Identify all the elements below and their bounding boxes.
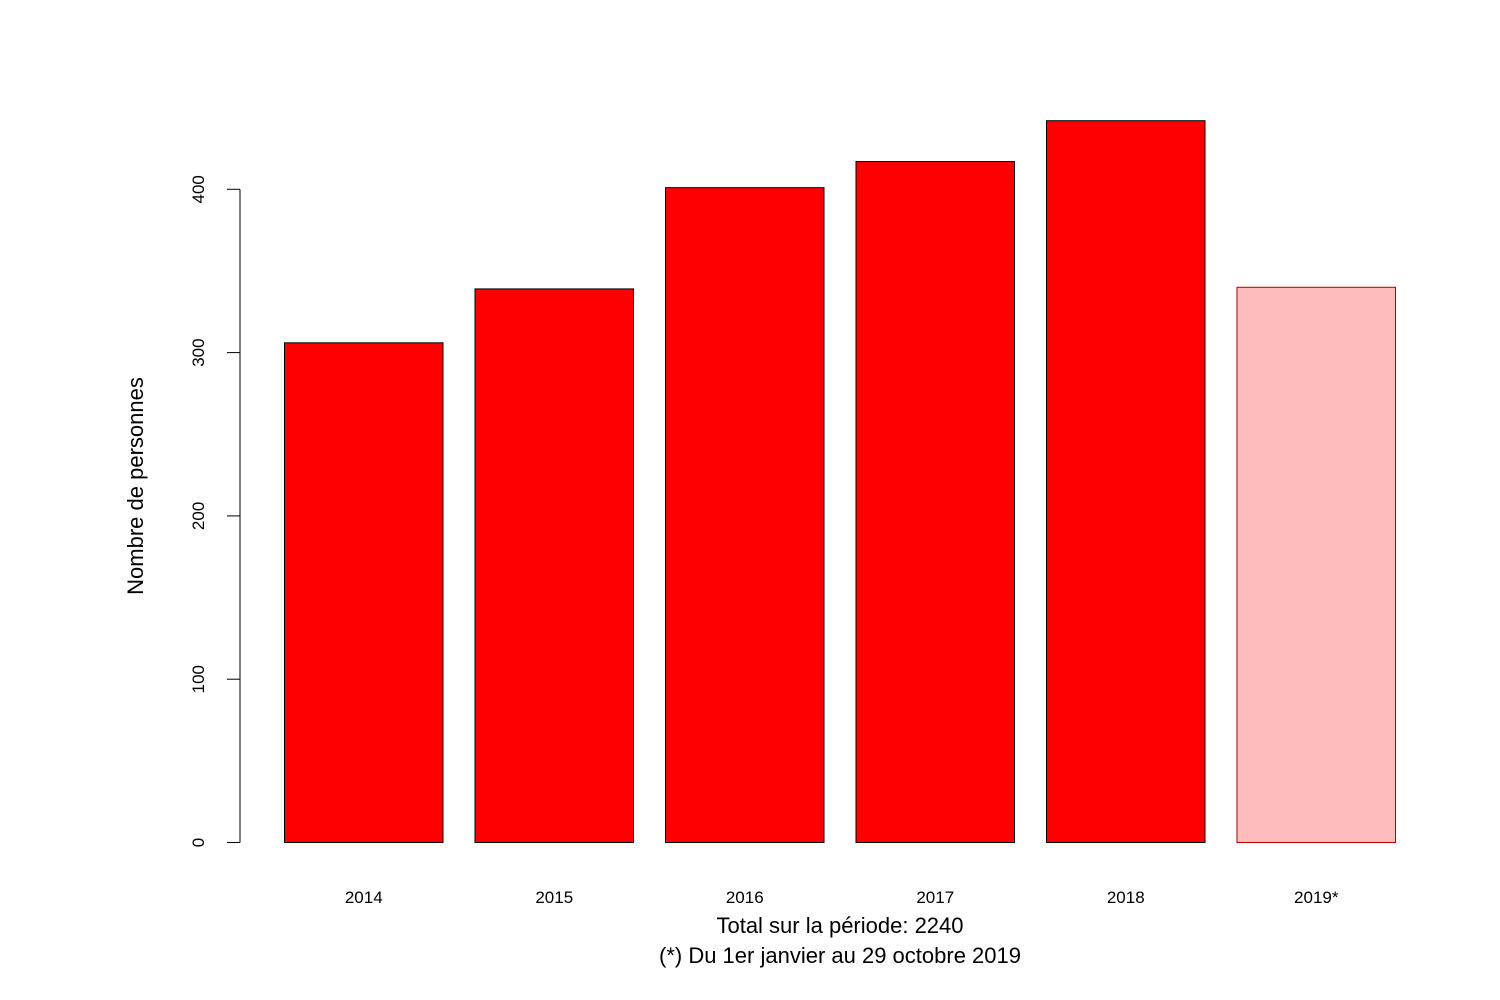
y-tick-label: 200: [189, 502, 208, 530]
bar-2019: [1236, 286, 1396, 843]
bar-2015: [474, 288, 634, 843]
x-tick-label: 2015: [535, 888, 573, 907]
y-tick-label: 400: [189, 175, 208, 203]
x-tick-labels: 2014 2015 2016 2017 2018 2019*: [345, 888, 1339, 907]
bars: [284, 120, 1396, 844]
x-tick-label: 2017: [916, 888, 954, 907]
x-tick-label: 2018: [1107, 888, 1145, 907]
y-tick-label: 100: [189, 665, 208, 693]
x-axis-title: Total sur la période: 2240: [716, 913, 963, 938]
y-tick-label: 300: [189, 338, 208, 366]
y-axis-title: Nombre de personnes: [123, 377, 148, 595]
x-tick-label: 2016: [726, 888, 764, 907]
y-tick-label: 0: [189, 838, 208, 847]
y-axis: 0 100 200 300 400: [189, 175, 241, 847]
x-tick-label: 2014: [345, 888, 383, 907]
footnote: (*) Du 1er janvier au 29 octobre 2019: [659, 943, 1021, 968]
bar-2017: [855, 161, 1015, 843]
x-tick-label: 2019*: [1294, 888, 1339, 907]
bar-2014: [284, 342, 444, 843]
bar-2016: [665, 187, 825, 844]
bar-2018: [1046, 120, 1206, 844]
